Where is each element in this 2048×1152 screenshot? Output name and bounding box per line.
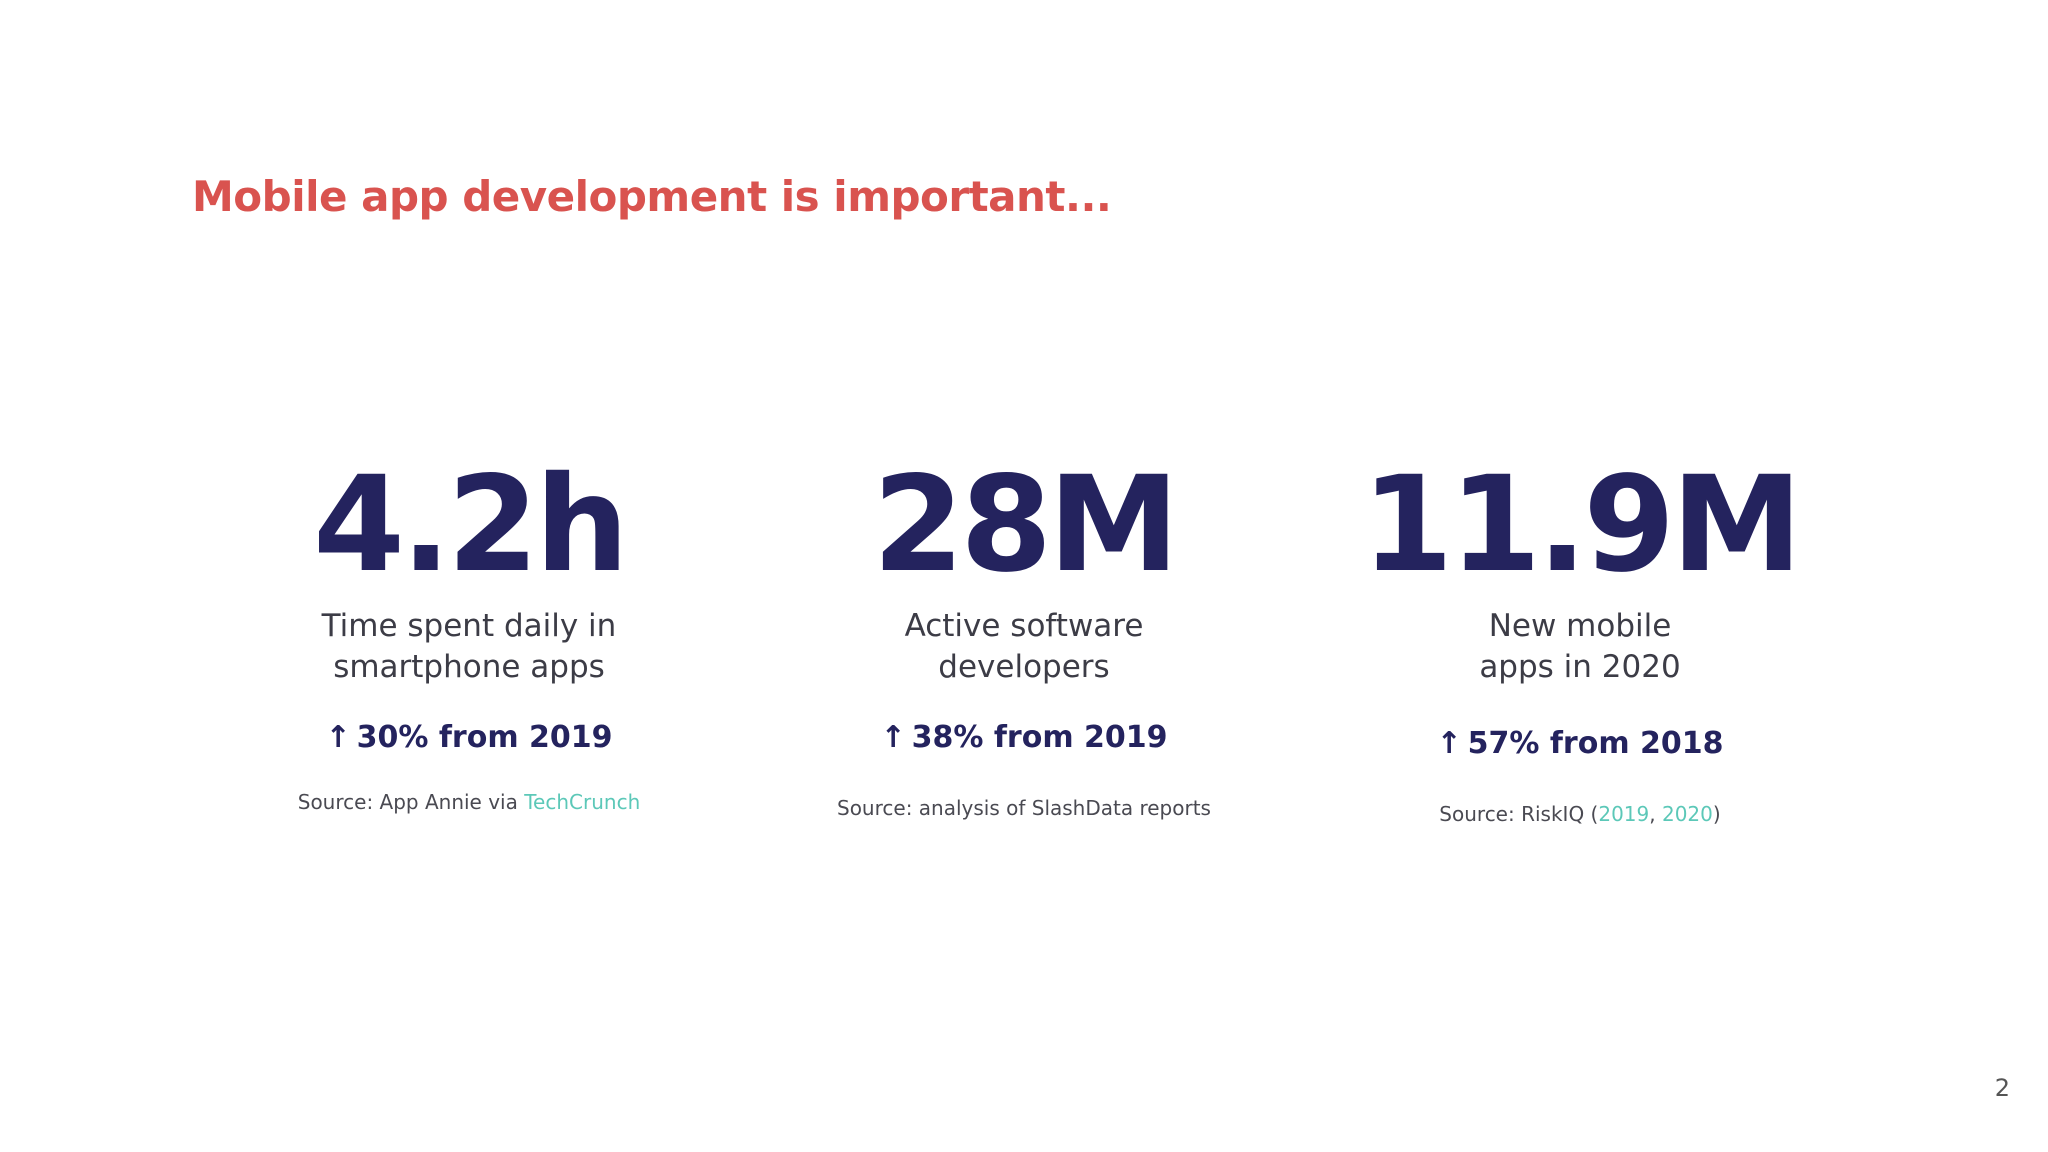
stat-new-apps: 11.9M New mobile apps in 2020 ↑ 57% from… [1320, 450, 1840, 828]
stat-growth: ↑ 30% from 2019 [209, 718, 729, 758]
source-link-2019[interactable]: 2019 [1598, 802, 1650, 826]
stat-growth: ↑ 38% from 2019 [764, 718, 1284, 758]
source-suffix: ) [1712, 802, 1721, 826]
source-separator: , [1649, 802, 1662, 826]
stat-value: 4.2h [313, 448, 629, 602]
stat-source: Source: App Annie via TechCrunch [209, 788, 729, 816]
stat-growth-text: 38% from 2019 [911, 720, 1168, 755]
stat-growth-text: 57% from 2018 [1467, 726, 1724, 761]
stat-growth: ↑ 57% from 2018 [1320, 724, 1840, 764]
page-number: 2 [1994, 1074, 2010, 1102]
source-link-2020[interactable]: 2020 [1661, 802, 1713, 826]
slide-title: Mobile app development is important... [192, 172, 1112, 221]
source-text: Source: RiskIQ ( [1439, 802, 1599, 826]
stat-developers: 28M Active software developers ↑ 38% fro… [764, 450, 1284, 822]
stat-source: Source: RiskIQ (2019, 2020) [1320, 800, 1840, 828]
source-text: Source: analysis of SlashData reports [837, 796, 1211, 820]
stat-description: Time spent daily in smartphone apps [321, 608, 617, 685]
stat-value: 11.9M [1361, 448, 1802, 602]
stat-description: New mobile apps in 2020 [1479, 608, 1681, 685]
source-text: Source: App Annie via [297, 790, 525, 814]
stat-time-spent: 4.2h Time spent daily in smartphone apps… [209, 450, 729, 816]
up-arrow-icon: ↑ [325, 720, 351, 755]
up-arrow-icon: ↑ [880, 720, 906, 755]
stat-growth-text: 30% from 2019 [356, 720, 613, 755]
stat-source: Source: analysis of SlashData reports [764, 794, 1284, 822]
stat-description: Active software developers [904, 608, 1144, 685]
up-arrow-icon: ↑ [1436, 726, 1462, 761]
stat-value: 28M [872, 448, 1179, 602]
source-link-techcrunch[interactable]: TechCrunch [524, 790, 641, 814]
